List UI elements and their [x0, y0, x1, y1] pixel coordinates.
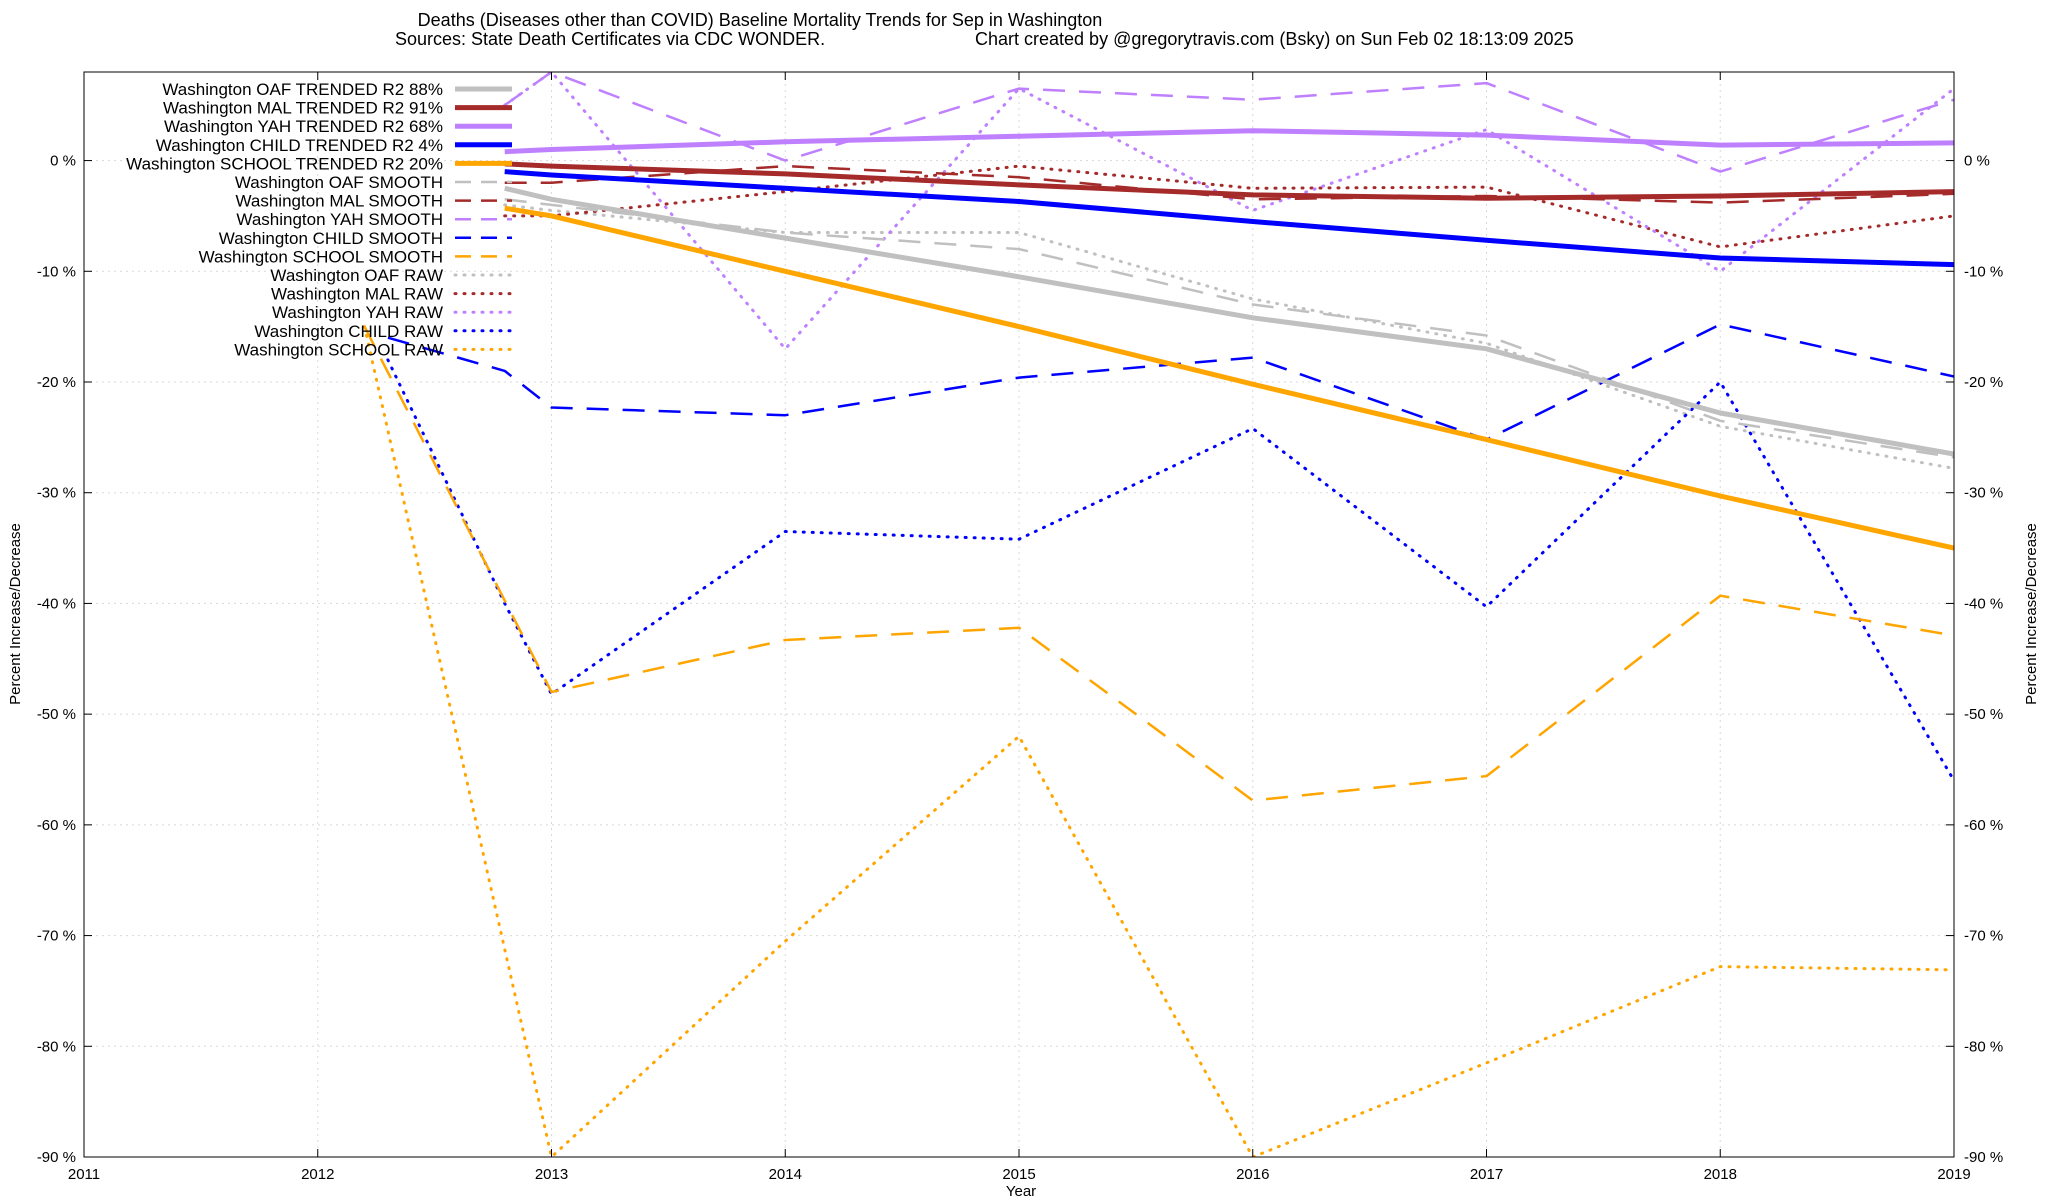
- legend-label-washington-yah-smooth: Washington YAH SMOOTH: [236, 210, 443, 229]
- y-tick-label: -70 %: [37, 928, 76, 945]
- series-line-washington-school-smooth: [363, 326, 1954, 802]
- x-tick-label: 2016: [1236, 1166, 1269, 1183]
- series-line-washington-child-smooth: [387, 323, 1954, 441]
- legend-label-washington-mal-raw: Washington MAL RAW: [271, 285, 443, 304]
- y2-tick-label: 0 %: [1964, 153, 1990, 170]
- y-tick-label: -80 %: [37, 1038, 76, 1055]
- legend-label-washington-yah-raw: Washington YAH RAW: [272, 303, 443, 322]
- x-tick-label: 2018: [1704, 1166, 1737, 1183]
- chart-subtitle-credit: Chart created by @gregorytravis.com (Bsk…: [975, 29, 1574, 49]
- legend-label-washington-child-raw: Washington CHILD RAW: [254, 322, 443, 341]
- series-line-washington-yah-raw: [503, 72, 1954, 351]
- legend-label-washington-school-trended-r2-20: Washington SCHOOL TRENDED R2 20%: [126, 154, 443, 173]
- legend-label-washington-child-smooth: Washington CHILD SMOOTH: [219, 229, 443, 248]
- series-layer: [363, 72, 1954, 1157]
- legend-label-washington-oaf-raw: Washington OAF RAW: [270, 266, 443, 285]
- series-line-washington-school-raw: [363, 325, 1954, 1157]
- y-tick-label: -20 %: [37, 374, 76, 391]
- x-tick-label: 2012: [301, 1166, 334, 1183]
- y2-tick-label: -70 %: [1964, 928, 2003, 945]
- chart-title: Deaths (Diseases other than COVID) Basel…: [418, 10, 1103, 30]
- series-line-washington-oaf-trended-r2-88: [504, 185, 1954, 457]
- series-line-washington-yah-smooth: [503, 72, 1954, 173]
- x-tick-label: 2013: [535, 1166, 568, 1183]
- y-tick-label: 0 %: [50, 153, 76, 170]
- series-line-washington-oaf-smooth: [504, 198, 1954, 459]
- chart-subtitle-source: Sources: State Death Certificates via CD…: [395, 29, 825, 49]
- x-tick-label: 2015: [1002, 1166, 1035, 1183]
- legend-label-washington-mal-smooth: Washington MAL SMOOTH: [235, 192, 443, 211]
- series-line-washington-child-trended-r2-4: [504, 169, 1954, 268]
- y-tick-label: -50 %: [37, 706, 76, 723]
- y2-tick-label: -40 %: [1964, 595, 2003, 612]
- series-line-washington-mal-trended-r2-91: [504, 161, 1954, 201]
- y2-tick-label: -60 %: [1964, 817, 2003, 834]
- y2-tick-label: -50 %: [1964, 706, 2003, 723]
- y-tick-label: -60 %: [37, 817, 76, 834]
- x-tick-label: 2017: [1470, 1166, 1503, 1183]
- y2-tick-label: -10 %: [1964, 263, 2003, 280]
- y-tick-label: -10 %: [37, 263, 76, 280]
- legend-label-washington-school-smooth: Washington SCHOOL SMOOTH: [199, 247, 443, 266]
- x-tick-label: 2011: [68, 1166, 100, 1183]
- legend: Washington OAF TRENDED R2 88%Washington …: [126, 80, 514, 359]
- legend-label-washington-mal-trended-r2-91: Washington MAL TRENDED R2 91%: [163, 99, 443, 118]
- y2-tick-label: -80 %: [1964, 1038, 2003, 1055]
- series-line-washington-child-raw: [386, 358, 1954, 783]
- y2-tick-label: -20 %: [1964, 374, 2003, 391]
- x-tick-label: 2019: [1937, 1166, 1970, 1183]
- y2-axis-title: Percent Increase/Decrease: [2023, 523, 2040, 705]
- y-tick-label: -90 %: [37, 1149, 76, 1166]
- legend-label-washington-yah-trended-r2-68: Washington YAH TRENDED R2 68%: [164, 117, 443, 136]
- series-line-washington-yah-trended-r2-68: [504, 128, 1954, 155]
- x-tick-label: 2014: [769, 1166, 802, 1183]
- grid-layer: [84, 72, 1954, 1158]
- series-line-washington-mal-raw: [503, 164, 1954, 249]
- y2-tick-label: -30 %: [1964, 485, 2003, 502]
- tick-layer: 2011 2012 2013 2014 2015 2016 2017 2018 2019 0 % 0…: [37, 72, 2003, 1183]
- legend-label-washington-oaf-smooth: Washington OAF SMOOTH: [235, 173, 443, 192]
- legend-label-washington-oaf-trended-r2-88: Washington OAF TRENDED R2 88%: [162, 80, 443, 99]
- series-line-washington-school-trended-r2-20: [504, 205, 1954, 551]
- y-tick-label: -30 %: [37, 485, 76, 502]
- x-axis-title: Year: [1006, 1183, 1036, 1200]
- legend-label-washington-school-raw: Washington SCHOOL RAW: [234, 340, 443, 359]
- legend-label-washington-child-trended-r2-4: Washington CHILD TRENDED R2 4%: [156, 136, 443, 155]
- y-axis-title: Percent Increase/Decrease: [7, 523, 24, 705]
- y-tick-label: -40 %: [37, 595, 76, 612]
- y2-tick-label: -90 %: [1964, 1149, 2003, 1166]
